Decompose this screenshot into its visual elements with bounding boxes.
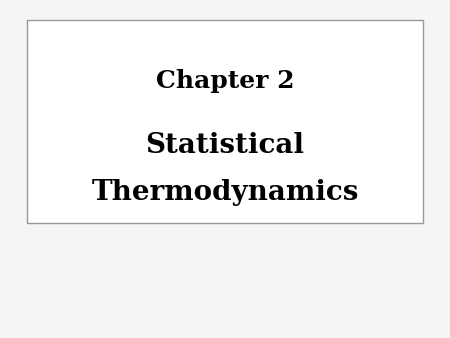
Bar [27,20,423,223]
Text: Thermodynamics: Thermodynamics [91,179,359,206]
Text: Statistical: Statistical [145,132,305,159]
Text: Chapter 2: Chapter 2 [156,69,294,93]
